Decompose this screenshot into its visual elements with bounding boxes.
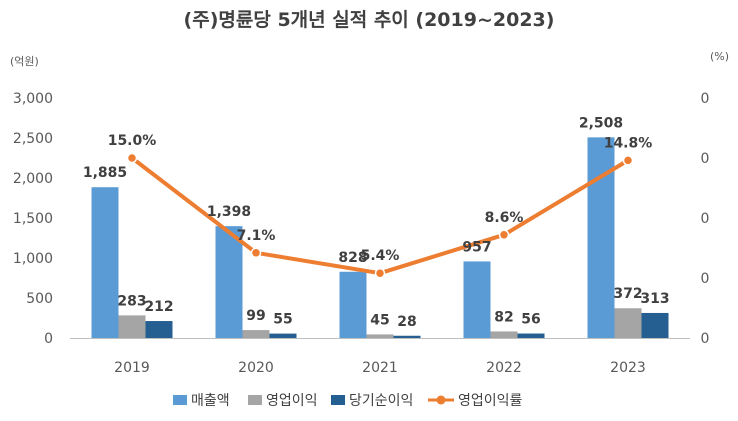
bar-label: 55: [273, 312, 292, 328]
legend-label: 영업이익률: [458, 393, 523, 409]
chart-title: (주)명륜당 5개년 실적 추이 (2019~2023): [184, 9, 555, 31]
legend-label: 당기순이익: [349, 393, 413, 409]
bar-영업이익-2021: [366, 334, 394, 338]
bar-매출액-2022: [463, 261, 491, 338]
bar-label: 2,508: [579, 115, 623, 131]
y-tick-label: 1,000: [13, 251, 53, 267]
bar-label: 99: [246, 308, 265, 324]
bar-영업이익-2023: [614, 308, 642, 338]
bar-label: 283: [117, 293, 146, 309]
margin-label: 5.4%: [361, 248, 400, 264]
margin-label: 8.6%: [485, 210, 524, 226]
bar-label: 828: [338, 250, 367, 266]
x-tick-label: 2021: [362, 360, 398, 376]
x-tick-label: 2019: [114, 360, 150, 376]
bar-매출액-2023: [587, 137, 615, 338]
margin-point-2020: [250, 247, 262, 259]
legend-swatch-당기순이익: [331, 395, 345, 405]
bar-label: 28: [397, 314, 416, 330]
margin-label: 14.8%: [604, 135, 653, 151]
margin-point-2021: [374, 267, 386, 279]
legend-swatch-매출액: [173, 395, 187, 405]
margin-label: 15.0%: [108, 133, 157, 149]
y-tick-label: 0: [44, 331, 53, 347]
margin-label: 7.1%: [237, 228, 276, 244]
x-tick-label: 2023: [610, 360, 646, 376]
bar-label: 56: [521, 312, 540, 328]
bar-당기순이익-2019: [145, 321, 173, 338]
bar-영업이익-2020: [242, 330, 270, 338]
axes: 0 500 1,000 1,500 2,000 2,500 3,000 0 0 0 0 0 2019 20…: [13, 91, 710, 376]
y2-tick-label: 0: [701, 211, 710, 227]
bar-매출액-2021: [339, 271, 367, 338]
y-tick-label: 500: [26, 291, 53, 307]
bar-label: 1,398: [207, 204, 251, 220]
bar-당기순이익-2020: [269, 333, 297, 338]
bar-매출액-2020: [215, 226, 243, 338]
y2-tick-label: 0: [701, 271, 710, 287]
bars: [91, 137, 669, 338]
x-tick-label: 2022: [486, 360, 522, 376]
margin-point-2022: [498, 229, 510, 241]
y-tick-label: 1,500: [13, 211, 53, 227]
bar-당기순이익-2021: [393, 335, 421, 338]
y-tick-label: 2,500: [13, 131, 53, 147]
bar-label: 313: [640, 291, 669, 307]
bar-영업이익-2019: [118, 315, 146, 338]
y2-tick-label: 0: [701, 331, 710, 347]
right-axis-unit: (%): [710, 50, 729, 63]
legend: 매출액 영업이익 당기순이익 영업이익률: [173, 393, 523, 409]
y2-tick-label: 0: [701, 91, 710, 107]
x-tick-label: 2020: [238, 360, 274, 376]
legend-swatch-영업이익: [248, 395, 262, 405]
y-tick-label: 2,000: [13, 171, 53, 187]
bar-label: 212: [144, 299, 173, 315]
margin-line: [126, 152, 634, 279]
y2-tick-label: 0: [701, 151, 710, 167]
legend-marker-영업이익률: [436, 395, 446, 405]
data-labels: 1,885 1,398 828 957 2,508 283 99 45 82 372 212 55 28…: [83, 115, 670, 329]
bar-당기순이익-2022: [517, 333, 545, 338]
bar-label: 45: [370, 312, 389, 328]
bar-매출액-2019: [91, 187, 119, 338]
bar-영업이익-2022: [490, 331, 518, 338]
bar-label: 82: [494, 309, 513, 325]
legend-label: 매출액: [191, 393, 230, 409]
margin-point-2019: [126, 152, 138, 164]
legend-label: 영업이익: [266, 393, 318, 409]
margin-point-2023: [622, 155, 634, 166]
bar-당기순이익-2023: [641, 312, 669, 338]
y-tick-label: 3,000: [13, 91, 53, 107]
bar-label: 372: [613, 286, 642, 302]
left-axis-unit: (억원): [10, 55, 39, 68]
bar-label: 957: [462, 239, 491, 255]
bar-label: 1,885: [83, 165, 127, 181]
